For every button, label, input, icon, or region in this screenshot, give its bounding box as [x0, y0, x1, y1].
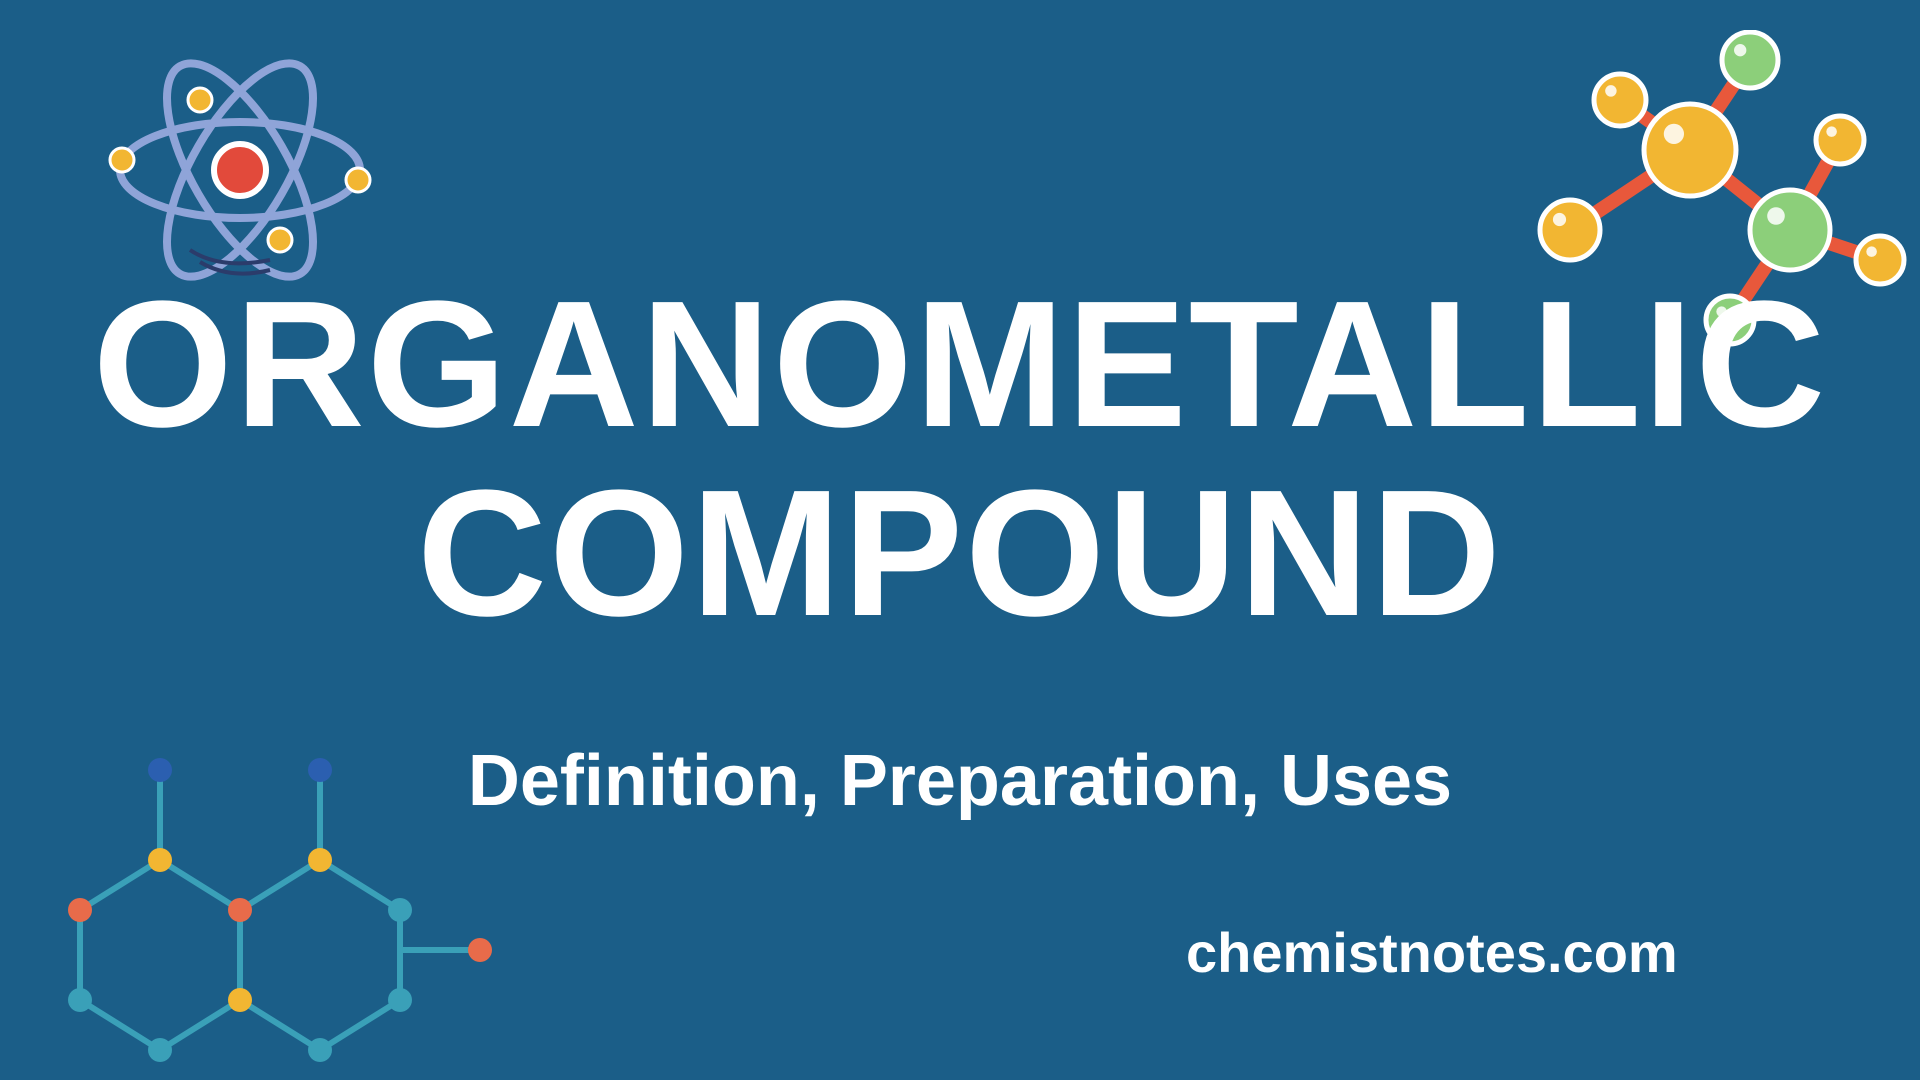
website-label: chemistnotes.com — [1186, 920, 1678, 985]
title-line1: ORGANOMETALLIC — [93, 264, 1827, 465]
atom-icon — [90, 40, 390, 300]
infographic-canvas: ORGANOMETALLIC COMPOUND Definition, Prep… — [0, 0, 1920, 1080]
main-title: ORGANOMETALLIC COMPOUND — [0, 270, 1920, 648]
subtitle: Definition, Preparation, Uses — [0, 740, 1920, 822]
title-line2: COMPOUND — [417, 453, 1503, 654]
